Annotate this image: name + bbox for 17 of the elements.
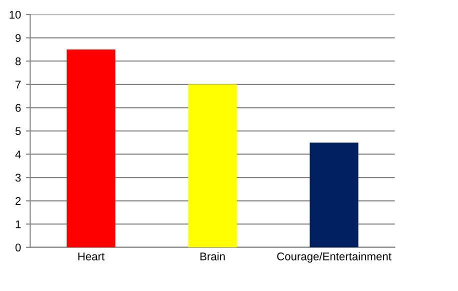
bar: [310, 142, 358, 248]
y-tick-label: 6: [16, 104, 21, 112]
bar: [66, 49, 116, 248]
y-tick-label: 9: [16, 34, 21, 42]
y-tick-label: 10: [10, 10, 21, 19]
y-tick-label: 3: [15, 174, 21, 182]
y-tick-label: 5: [15, 127, 21, 136]
y-tick-label: 1: [16, 220, 21, 228]
y-tick-label: 0: [15, 244, 21, 252]
y-tick-label: 4: [15, 150, 21, 158]
x-tick-label: Heart: [78, 252, 104, 260]
y-tick-label: 2: [16, 197, 21, 205]
bar: [188, 84, 237, 248]
y-tick-label: 7: [16, 80, 21, 88]
x-tick-label: Courage/Entertainment: [277, 252, 392, 263]
x-tick-label: Brain: [200, 252, 225, 260]
y-tick-label: 8: [16, 57, 21, 66]
